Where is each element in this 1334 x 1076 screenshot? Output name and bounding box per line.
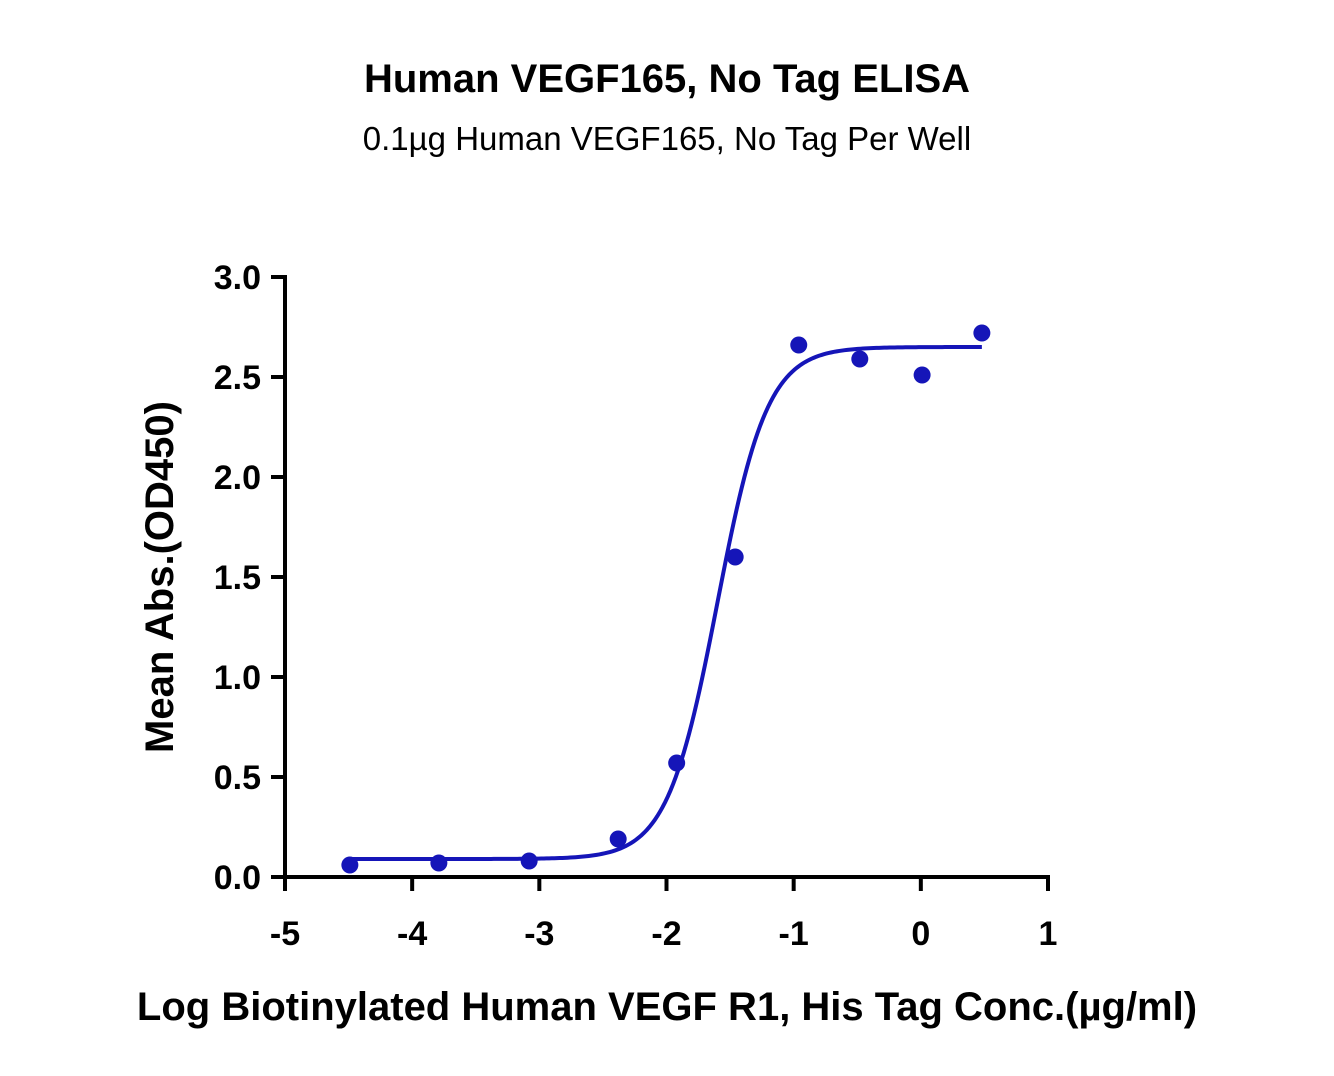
y-tick-label: 3.0 — [214, 259, 261, 297]
data-point — [851, 350, 869, 368]
data-point — [973, 324, 991, 342]
axes — [283, 275, 1050, 879]
y-axis-title: Mean Abs.(OD450) — [138, 401, 182, 753]
data-point — [341, 856, 359, 874]
data-point — [520, 852, 538, 870]
y-tick-label: 2.5 — [214, 359, 261, 397]
data-point — [668, 754, 686, 772]
data-point — [430, 854, 448, 872]
fit-curve — [348, 345, 982, 861]
chart-subtitle: 0.1µg Human VEGF165, No Tag Per Well — [363, 120, 971, 157]
x-tick-label: -2 — [651, 915, 681, 953]
y-tick-label: 0.5 — [214, 759, 261, 797]
x-tick-label: 1 — [1039, 915, 1058, 953]
data-point — [609, 830, 627, 848]
data-point — [790, 336, 808, 354]
y-tick-label: 1.5 — [214, 559, 261, 597]
tick-labels: -5 -4 -3 -2 -1 0 1 0.0 0.5 1.0 1.5 2.0 2.5 3.0 — [214, 259, 1058, 953]
data-points — [341, 324, 991, 874]
x-tick-label: -5 — [270, 915, 300, 953]
tick-marks — [271, 275, 1050, 891]
x-tick-label: -4 — [397, 915, 427, 953]
x-axis-title: Log Biotinylated Human VEGF R1, His Tag … — [137, 985, 1197, 1029]
data-point — [726, 548, 744, 566]
x-tick-label: -3 — [524, 915, 554, 953]
data-point — [913, 366, 931, 384]
y-tick-label: 1.0 — [214, 659, 261, 697]
x-tick-label: -1 — [779, 915, 809, 953]
chart-title: Human VEGF165, No Tag ELISA — [364, 57, 970, 101]
x-tick-label: 0 — [911, 915, 930, 953]
y-tick-label: 2.0 — [214, 459, 261, 497]
y-tick-label: 0.0 — [214, 859, 261, 897]
fit-curve-group — [348, 345, 982, 861]
